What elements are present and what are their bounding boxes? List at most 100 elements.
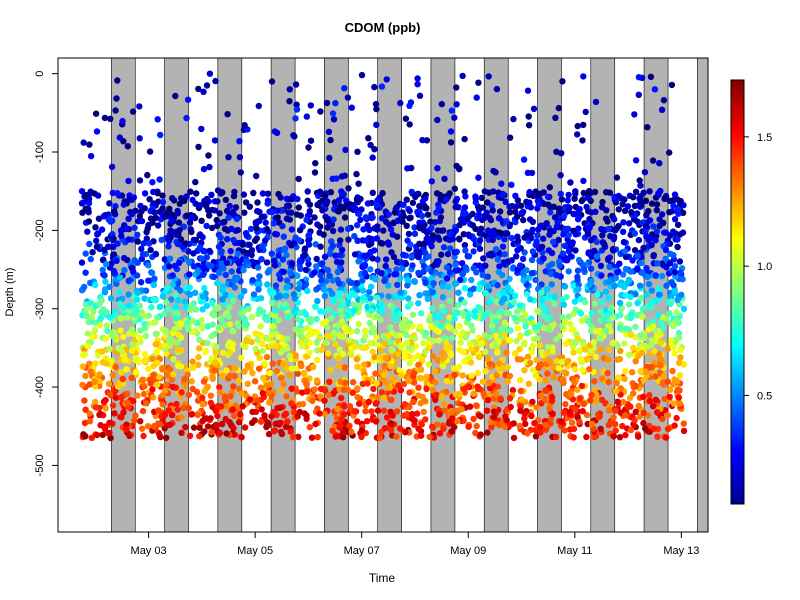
data-point [445,283,452,291]
data-point [566,320,574,327]
data-point [483,209,490,216]
data-point [540,255,547,262]
data-point [548,270,555,278]
data-point [126,432,133,440]
data-point [588,253,595,260]
data-point [409,262,416,269]
data-point [222,271,229,279]
data-point [276,293,284,300]
data-point [565,268,572,275]
data-point [306,349,313,356]
data-point [145,277,152,284]
data-point [637,259,645,267]
data-point [323,99,331,107]
data-point [114,190,121,197]
data-point [415,300,422,307]
data-point [102,278,109,285]
data-point [621,248,629,255]
data-point [305,260,312,268]
data-point [670,196,677,204]
data-point [508,257,515,264]
data-point [612,407,619,414]
data-point [635,202,642,209]
data-point [195,353,202,361]
data-point [327,366,334,374]
data-point [141,351,149,358]
data-point [82,406,89,413]
data-point [506,372,514,380]
data-point [485,379,493,387]
data-point [336,252,344,259]
data-point [353,356,360,363]
data-point [269,360,276,367]
data-point [264,200,271,207]
data-point [490,232,497,240]
data-point [447,128,455,135]
data-point [439,362,447,370]
data-point [313,328,320,336]
data-point [656,160,663,167]
data-point [652,237,659,244]
data-point [340,434,347,441]
data-point [94,192,102,199]
colorbar-tick-label: 1.5 [757,132,772,144]
data-point [477,431,484,438]
data-point [163,285,171,292]
data-point [359,277,366,284]
data-point [140,432,147,440]
data-point [207,399,215,407]
data-point [644,273,651,281]
data-point [288,385,295,392]
data-point [671,376,678,383]
data-point [312,160,319,167]
data-point [109,371,117,379]
data-point [110,235,117,242]
data-point [316,229,323,236]
data-point [81,397,88,404]
data-point [112,107,119,114]
data-point [408,410,416,418]
data-point [131,331,139,338]
data-point [615,374,623,381]
data-point [423,385,430,393]
data-point [622,253,630,260]
data-point [329,110,337,117]
data-point [565,247,572,255]
data-point [545,193,552,201]
data-point [354,385,361,392]
data-point [90,308,97,316]
data-point [674,296,681,304]
data-point [116,134,124,141]
data-point [240,191,248,198]
data-point [620,238,628,246]
data-point [550,238,557,246]
data-point [532,433,540,440]
data-point [624,203,632,210]
data-point [656,222,663,230]
data-point [398,342,405,349]
data-point [334,207,341,215]
data-point [225,313,233,321]
data-point [288,242,295,249]
data-point [185,258,193,265]
data-point [314,338,321,345]
data-point [330,329,337,336]
data-point [378,307,386,315]
data-point [606,263,613,270]
data-point [538,289,545,296]
data-point [453,162,460,170]
data-point [200,271,207,278]
x-tick-label: May 11 [557,545,592,557]
data-point [621,196,628,203]
data-point [371,146,378,153]
data-point [312,241,319,248]
data-point [676,372,684,379]
data-point [533,404,540,411]
data-point [434,116,441,124]
data-point [168,296,175,303]
data-point [411,230,419,237]
data-point [252,408,260,415]
data-point [438,100,445,108]
data-point [212,349,219,357]
data-point [655,351,663,358]
